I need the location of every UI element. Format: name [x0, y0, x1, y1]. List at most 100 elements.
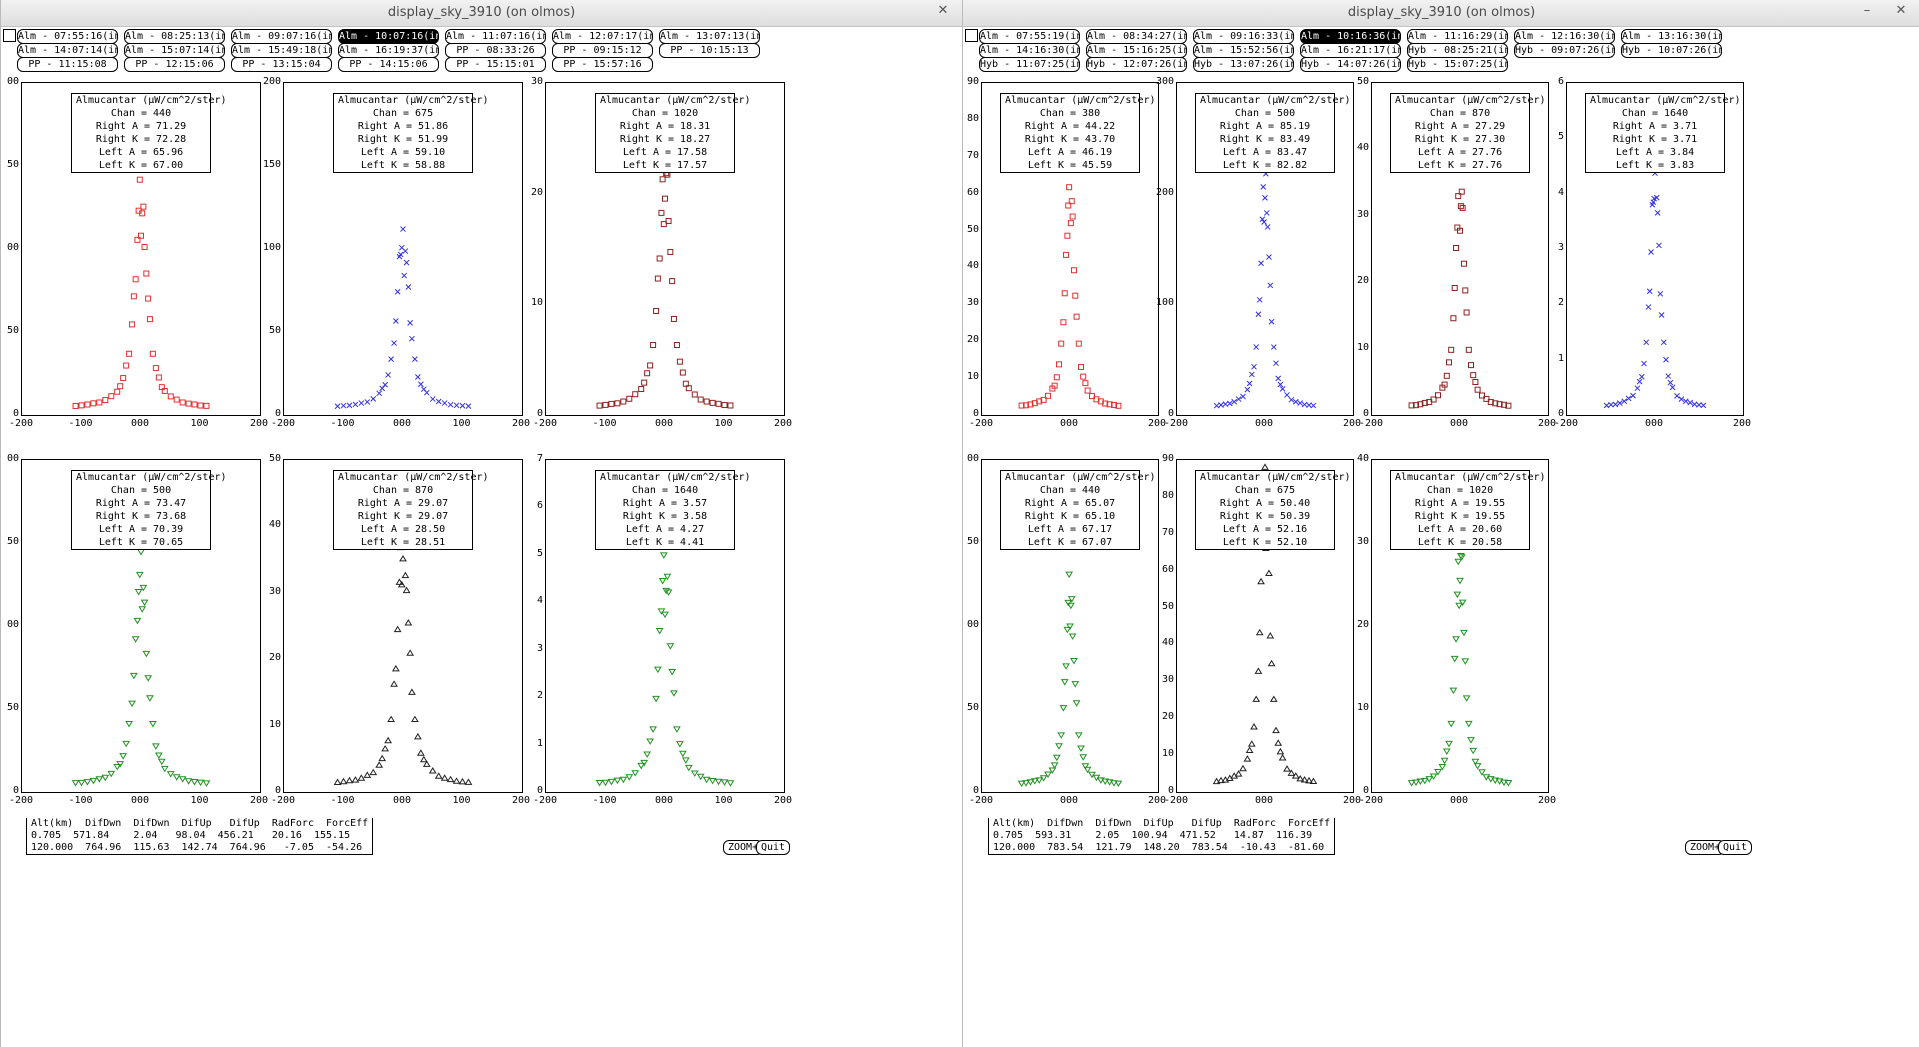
legend-right-a: Right A = 19.55 [1414, 498, 1506, 509]
data-point [1105, 779, 1114, 786]
plot-frame[interactable]: Almucantar (µW/cm^2/ster) Chan = 1640 Righ… [1566, 82, 1744, 416]
plot-frame[interactable]: Almucantar (µW/cm^2/ster) Chan = 500 Right… [1176, 82, 1354, 416]
measurement-tab[interactable]: Alm - 07:55:19(in) [979, 29, 1080, 44]
quit-button[interactable]: Quit [756, 840, 791, 855]
measurement-tab[interactable]: Alm - 12:16:30(in) [1514, 29, 1615, 44]
plot-frame[interactable]: Almucantar (µW/cm^2/ster) Chan = 675 Right… [283, 82, 523, 416]
measurement-tab[interactable]: Hyb - 14:07:26(in) [1300, 57, 1401, 72]
close-icon[interactable]: ✕ [1895, 3, 1907, 18]
measurement-tab[interactable]: Alm - 16:21:17(in) [1300, 43, 1401, 58]
measurement-tab[interactable]: Alm - 09:16:33(in) [1193, 29, 1294, 44]
data-point [1440, 757, 1449, 765]
data-point [141, 244, 148, 251]
data-point [138, 232, 144, 239]
data-point [138, 606, 147, 613]
measurement-tab[interactable]: Alm - 09:07:16(in) [231, 29, 332, 44]
quit-button[interactable]: Quit [1718, 840, 1753, 855]
measurement-tab[interactable]: Alm - 08:34:27(in) [1086, 29, 1187, 44]
data-point [650, 342, 657, 349]
minimize-icon[interactable]: – [1863, 3, 1871, 18]
y-tick-label: 70 [966, 149, 979, 161]
legend-right-k: Right K = 3.58 [622, 511, 708, 522]
measurement-tab[interactable]: PP - 14:15:06 [338, 57, 439, 72]
plot-frame[interactable]: Almucantar (µW/cm^2/ster) Chan = 500 Right… [21, 459, 261, 793]
legend-left-k: Left K = 52.10 [1222, 537, 1308, 548]
data-point [1456, 577, 1464, 585]
data-point [1660, 339, 1667, 346]
measurement-tab[interactable]: Alm - 14:16:30(in) [979, 43, 1080, 58]
measurement-tab[interactable]: Alm - 11:16:29(in) [1407, 29, 1508, 44]
window-menu-icon[interactable] [965, 29, 978, 42]
window-right: display_sky_3910 (on olmos) – ✕ Alm - 07:55… [962, 0, 1919, 1047]
measurement-tab[interactable]: Alm - 15:07:14(in) [124, 43, 225, 58]
measurement-tab[interactable]: Hyb - 11:07:25(in) [979, 57, 1080, 72]
measurement-tab[interactable]: Hyb - 13:07:26(in) [1193, 57, 1294, 72]
measurement-tab[interactable]: Alm - 08:25:13(in) [124, 29, 225, 44]
measurement-tab[interactable]: PP - 11:15:08 [17, 57, 118, 72]
measurement-tab[interactable]: PP - 10:15:13 [659, 43, 760, 58]
legend-left-a: Left A = 17.58 [622, 147, 708, 158]
measurement-tab[interactable]: PP - 13:15:04 [231, 57, 332, 72]
measurement-tab[interactable]: Alm - 12:07:17(in) [552, 29, 653, 44]
window-menu-icon[interactable] [3, 29, 16, 42]
plot-frame[interactable]: Almucantar (µW/cm^2/ster) Chan = 1020 Righ… [545, 82, 785, 416]
data-point [1691, 401, 1698, 408]
plot-cell: 90 80 70 60 50 40 30 20 10 0 Almucantar (µW/cm^2/s… [1162, 453, 1392, 811]
measurement-tab[interactable]: Hyb - 09:07:26(in) [1514, 43, 1615, 58]
measurement-tab[interactable]: PP - 12:15:06 [124, 57, 225, 72]
measurement-tab[interactable]: Alm - 07:55:16(in) [17, 29, 118, 44]
plot-frame[interactable]: Almucantar (µW/cm^2/ster) Chan = 870 Right… [283, 459, 523, 793]
plot-frame[interactable]: Almucantar (µW/cm^2/ster) Chan = 870 Right… [1371, 82, 1549, 416]
y-tick-label: 300 [1155, 76, 1174, 87]
measurement-tab[interactable]: Alm - 10:07:16(in) [338, 29, 439, 44]
measurement-tab[interactable]: Hyb - 12:07:26(in) [1086, 57, 1187, 72]
data-point [1413, 402, 1419, 409]
measurement-tab[interactable]: PP - 08:33:26 [445, 43, 546, 58]
data-point [1234, 770, 1243, 777]
x-tick-label: 000 [1254, 795, 1274, 806]
data-point [1063, 626, 1072, 634]
data-point [679, 369, 686, 376]
plot-frame[interactable]: Almucantar (µW/cm^2/ster) Chan = 440 Right… [981, 459, 1159, 793]
y-tick-label: 20 [966, 334, 979, 346]
data-point [668, 669, 677, 676]
measurement-tab[interactable]: Hyb - 10:07:26(in) [1621, 43, 1722, 58]
measurement-tab[interactable]: Alm - 11:07:16(in) [445, 29, 546, 44]
measurement-tab[interactable]: Alm - 15:16:25(in) [1086, 43, 1187, 58]
data-point [1500, 779, 1508, 787]
measurement-tab[interactable]: Alm - 15:52:56(in) [1193, 43, 1294, 58]
measurement-tab[interactable]: Alm - 16:19:37(in) [338, 43, 439, 58]
measurement-tab[interactable]: Hyb - 15:07:25(in) [1407, 57, 1508, 72]
plot-frame[interactable]: Almucantar (µW/cm^2/ster) Chan = 1640 Righ… [545, 459, 785, 793]
data-point [1457, 227, 1463, 234]
measurement-tab[interactable]: Alm - 13:16:30(in) [1621, 29, 1722, 44]
legend-heading: Almucantar (µW/cm^2/ster) [1005, 95, 1156, 106]
measurement-tab[interactable]: PP - 15:57:16 [552, 57, 653, 72]
data-point [1044, 771, 1052, 779]
data-point [1292, 398, 1299, 405]
measurement-tab[interactable]: Alm - 14:07:14(in) [17, 43, 118, 58]
y-tick-label: 00 [6, 619, 19, 630]
data-point [1212, 777, 1221, 785]
legend-right-a: Right A = 3.71 [1612, 121, 1698, 132]
close-icon[interactable]: ✕ [937, 3, 949, 18]
plot-frame[interactable]: Almucantar (µW/cm^2/ster) Chan = 675 Right… [1176, 459, 1354, 793]
plot-frame[interactable]: Almucantar (µW/cm^2/ster) Chan = 440 Right… [21, 82, 261, 416]
data-point [1251, 363, 1257, 370]
measurement-tab[interactable]: PP - 09:15:12 [552, 43, 653, 58]
data-point [1102, 400, 1109, 407]
data-point [381, 744, 390, 752]
measurement-tab[interactable]: PP - 15:15:01 [445, 57, 546, 72]
data-point [1505, 402, 1512, 409]
data-point [1461, 658, 1470, 665]
measurement-tab[interactable]: Alm - 15:49:18(in) [231, 43, 332, 58]
info-header: Alt(km) DifDwn DifDwn DifUp DifUp RadFor… [993, 818, 1331, 829]
plot-frame[interactable]: Almucantar (µW/cm^2/ster) Chan = 1020 Righ… [1371, 459, 1549, 793]
data-point [1066, 184, 1073, 191]
measurement-tab[interactable]: Alm - 13:07:13(in) [659, 29, 760, 44]
plot-frame[interactable]: Almucantar (µW/cm^2/ster) Chan = 380 Right… [981, 82, 1159, 416]
x-tick-label: -200 [1358, 795, 1384, 806]
measurement-tab[interactable]: Hyb - 08:25:21(in) [1407, 43, 1508, 58]
measurement-tab[interactable]: Alm - 10:16:36(in) [1300, 29, 1401, 44]
legend-chan: Chan = 1020 [631, 108, 699, 119]
